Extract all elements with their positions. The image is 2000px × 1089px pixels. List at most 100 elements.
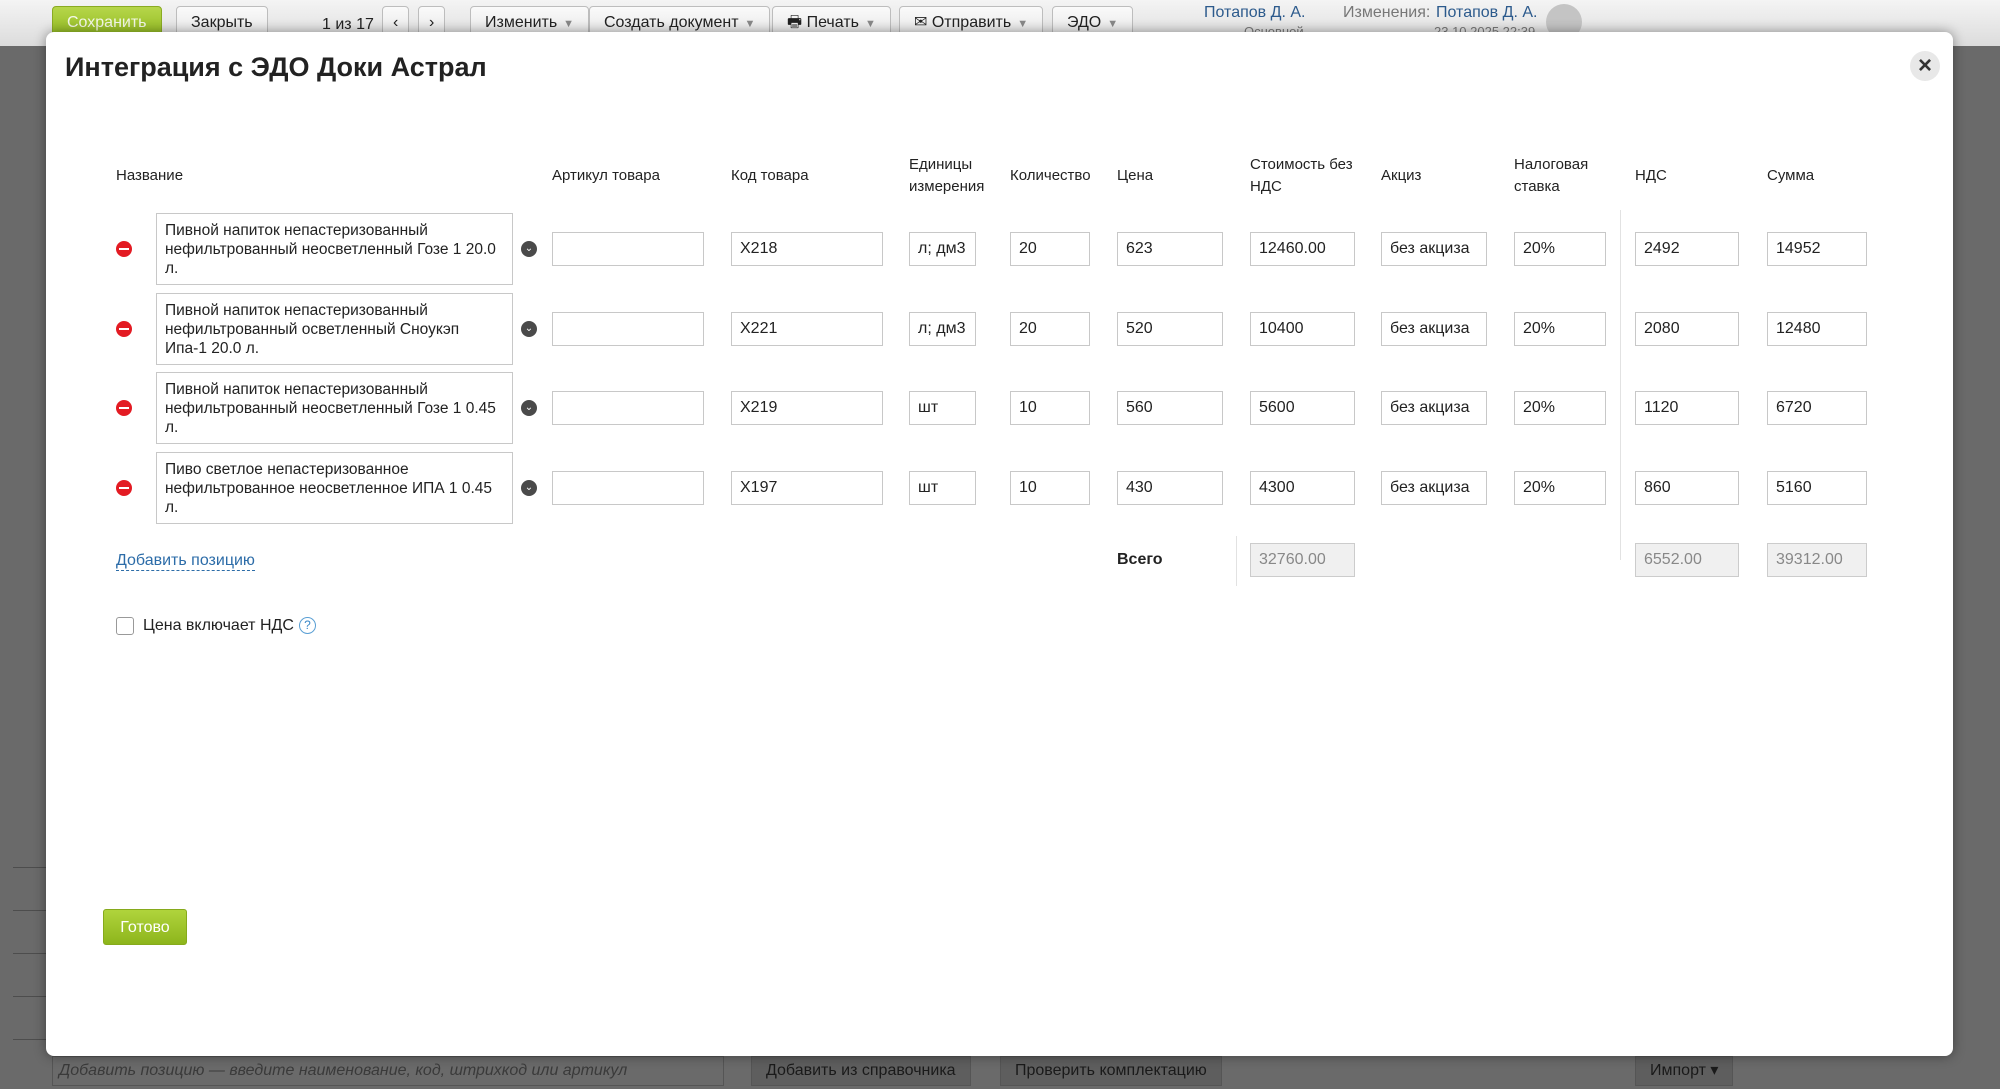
document-toolbar: Сохранить Закрыть 1 из 17 ‹ › Изменить ▼ … <box>0 0 2000 46</box>
total-sum-field: 39312.00 <box>1767 543 1867 577</box>
header-article: Артикул товара <box>552 167 660 184</box>
header-unit: Единицы измерения <box>909 154 984 198</box>
divider <box>13 953 46 954</box>
pager-label: 1 из 17 <box>322 16 374 33</box>
item-article-field[interactable] <box>552 311 704 346</box>
item-cost-field[interactable]: 12460.00 <box>1250 232 1355 266</box>
total-label: Всего <box>1117 551 1163 568</box>
item-sum-field[interactable]: 12480 <box>1767 311 1867 346</box>
item-rate-field[interactable]: 20% <box>1514 391 1606 425</box>
header-name: Название <box>116 167 184 184</box>
help-icon[interactable]: ? <box>298 617 316 634</box>
chevron-down-icon[interactable]: ⌄ <box>521 479 537 496</box>
item-sum-field[interactable]: 14952 <box>1767 232 1867 266</box>
item-article-field[interactable] <box>552 470 704 505</box>
close-icon[interactable]: × <box>1910 51 1940 81</box>
import-menu[interactable]: Импорт ▾ <box>1635 1056 1734 1086</box>
item-name-field[interactable]: Пивной напиток непастеризованный нефильт… <box>156 292 513 365</box>
price-includes-vat-label: Цена включает НДС? <box>143 617 316 635</box>
item-unit-field[interactable]: л; дм3 <box>909 311 976 346</box>
delete-row-icon[interactable] <box>116 320 132 337</box>
item-qty-field[interactable]: 10 <box>1010 470 1090 505</box>
item-rate-field[interactable]: 20% <box>1514 470 1606 505</box>
add-position-input[interactable]: Добавить позицию — введите наименование,… <box>52 1056 724 1086</box>
header-vat: НДС <box>1635 167 1667 184</box>
chevron-down-icon[interactable]: ⌄ <box>521 241 537 257</box>
item-sum-field[interactable]: 6720 <box>1767 391 1867 425</box>
item-qty-field[interactable]: 20 <box>1010 311 1090 346</box>
divider <box>13 1039 46 1040</box>
add-position-link[interactable]: Добавить позицию <box>116 552 255 571</box>
delete-row-icon[interactable] <box>116 241 132 257</box>
item-excise-field[interactable]: без акциза <box>1381 470 1487 505</box>
price-includes-vat-checkbox[interactable] <box>116 617 134 635</box>
item-unit-field[interactable]: шт <box>909 391 976 425</box>
item-rate-field[interactable]: 20% <box>1514 232 1606 266</box>
column-divider <box>1236 536 1237 586</box>
item-price-field[interactable]: 430 <box>1117 470 1223 505</box>
item-qty-field[interactable]: 20 <box>1010 232 1090 266</box>
printer-icon: 🖶 <box>787 14 807 31</box>
item-name-field[interactable]: Пивной напиток непастеризованный нефильт… <box>156 372 513 444</box>
header-cost-line1: Стоимость без <box>1250 156 1353 173</box>
item-excise-field[interactable]: без акциза <box>1381 232 1487 266</box>
check-kit-button[interactable]: Проверить комплектацию <box>1000 1056 1222 1086</box>
item-code-field[interactable]: X219 <box>731 391 883 425</box>
item-vat-field[interactable]: 1120 <box>1635 391 1739 425</box>
header-cost-line2: НДС <box>1250 178 1282 195</box>
item-cost-field[interactable]: 5600 <box>1250 391 1355 425</box>
header-price: Цена <box>1117 167 1154 184</box>
item-price-field[interactable]: 560 <box>1117 391 1223 425</box>
delete-row-icon[interactable] <box>116 400 132 416</box>
item-qty-field[interactable]: 10 <box>1010 391 1090 425</box>
header-cost: Стоимость без НДС <box>1250 154 1353 198</box>
item-article-field[interactable] <box>552 232 704 266</box>
create-doc-label: Создать документ <box>604 14 739 31</box>
item-code-field[interactable]: X197 <box>731 470 883 505</box>
header-rate-line2: ставка <box>1514 178 1560 195</box>
item-code-field[interactable]: X221 <box>731 311 883 346</box>
item-name-field[interactable]: Пиво светлое непастеризованное нефильтро… <box>156 451 513 524</box>
header-rate: Налоговая ставка <box>1514 154 1588 198</box>
total-cost-field: 32760.00 <box>1250 543 1355 577</box>
delete-row-icon[interactable] <box>116 479 132 496</box>
item-excise-field[interactable]: без акциза <box>1381 311 1487 346</box>
done-button[interactable]: Готово <box>103 909 187 945</box>
import-label: Импорт <box>1650 1062 1706 1079</box>
chevron-down-icon[interactable]: ⌄ <box>521 320 537 337</box>
item-vat-field[interactable]: 2080 <box>1635 311 1739 346</box>
item-name-field[interactable]: Пивной напиток непастеризованный нефильт… <box>156 213 513 285</box>
item-excise-field[interactable]: без акциза <box>1381 391 1487 425</box>
item-unit-field[interactable]: л; дм3 <box>909 232 976 266</box>
add-from-catalog-button[interactable]: Добавить из справочника <box>751 1056 971 1086</box>
chevron-down-icon[interactable]: ⌄ <box>521 400 537 416</box>
item-sum-field[interactable]: 5160 <box>1767 470 1867 505</box>
header-code: Код товара <box>731 167 809 184</box>
divider <box>13 867 46 868</box>
header-unit-line1: Единицы <box>909 156 973 173</box>
dialog-title: Интеграция с ЭДО Доки Астрал <box>65 52 487 82</box>
caret-down-icon: ▼ <box>1017 18 1029 30</box>
item-article-field[interactable] <box>552 391 704 425</box>
changes-user-link[interactable]: Потапов Д. А. <box>1436 4 1538 21</box>
header-sum: Сумма <box>1767 167 1815 184</box>
item-cost-field[interactable]: 10400 <box>1250 311 1355 346</box>
caret-down-icon: ▼ <box>864 18 876 30</box>
divider <box>13 910 46 911</box>
caret-down-icon: ▼ <box>744 18 756 30</box>
print-label: Печать <box>806 14 859 31</box>
item-vat-field[interactable]: 2492 <box>1635 232 1739 266</box>
header-unit-line2: измерения <box>909 178 985 195</box>
column-divider <box>1620 210 1621 560</box>
item-code-field[interactable]: X218 <box>731 232 883 266</box>
edit-label: Изменить <box>485 14 558 31</box>
item-price-field[interactable]: 520 <box>1117 311 1223 346</box>
owner-user-link[interactable]: Потапов Д. А. <box>1204 4 1306 21</box>
item-price-field[interactable]: 623 <box>1117 232 1223 266</box>
edo-integration-dialog: Интеграция с ЭДО Доки Астрал × Название … <box>46 32 1953 1056</box>
item-unit-field[interactable]: шт <box>909 470 976 505</box>
item-rate-field[interactable]: 20% <box>1514 311 1606 346</box>
item-cost-field[interactable]: 4300 <box>1250 470 1355 505</box>
edo-label: ЭДО <box>1067 14 1102 31</box>
item-vat-field[interactable]: 860 <box>1635 470 1739 505</box>
